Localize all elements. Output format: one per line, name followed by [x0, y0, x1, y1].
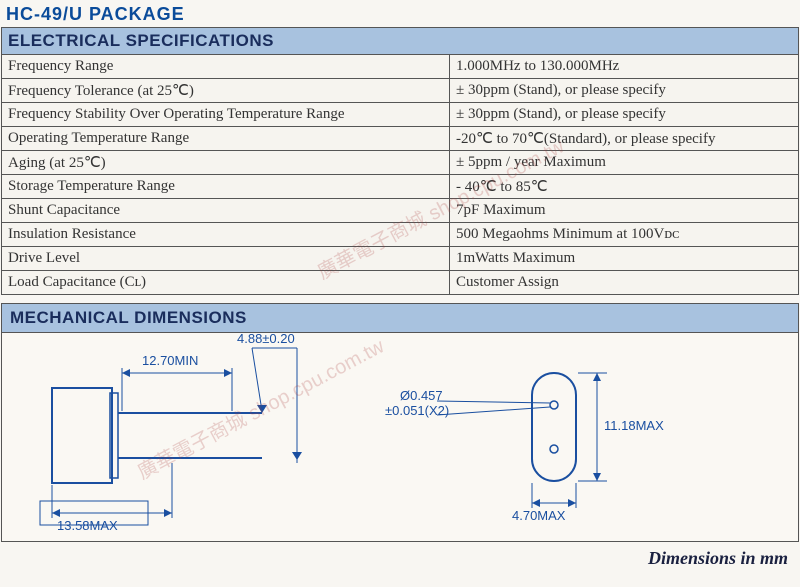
value-cell: 1mWatts Maximum [450, 247, 799, 271]
param-cell: Insulation Resistance [2, 223, 450, 247]
table-row: Shunt Capacitance7pF Maximum [2, 199, 799, 223]
value-cell: 7pF Maximum [450, 199, 799, 223]
table-row: Insulation Resistance500 Megaohms Minimu… [2, 223, 799, 247]
table-row: Aging (at 25℃)± 5ppm / year Maximum [2, 151, 799, 175]
dim-body-height: 13.58MAX [57, 518, 118, 533]
dim-oval-width: 4.70MAX [512, 508, 565, 523]
param-cell: Operating Temperature Range [2, 127, 450, 151]
table-row: Frequency Tolerance (at 25℃)± 30ppm (Sta… [2, 79, 799, 103]
elec-spec-header: ELECTRICAL SPECIFICATIONS [2, 28, 799, 55]
footer-dimensions: Dimensions in mm [0, 542, 800, 569]
value-cell: 500 Megaohms Minimum at 100Vᴅᴄ [450, 223, 799, 247]
table-row: Frequency Range1.000MHz to 130.000MHz [2, 55, 799, 79]
spec-table: ELECTRICAL SPECIFICATIONS Frequency Rang… [1, 27, 799, 295]
param-cell: Shunt Capacitance [2, 199, 450, 223]
table-row: Operating Temperature Range-20℃ to 70℃(S… [2, 127, 799, 151]
param-cell: Aging (at 25℃) [2, 151, 450, 175]
param-cell: Frequency Range [2, 55, 450, 79]
value-cell: ± 5ppm / year Maximum [450, 151, 799, 175]
table-row: Storage Temperature Range- 40℃ to 85℃ [2, 175, 799, 199]
table-row: Frequency Stability Over Operating Tempe… [2, 103, 799, 127]
value-cell: - 40℃ to 85℃ [450, 175, 799, 199]
dim-lead-tol: ±0.051(X2) [385, 403, 449, 418]
mech-dim-header: MECHANICAL DIMENSIONS [1, 303, 799, 332]
value-cell: Customer Assign [450, 271, 799, 295]
value-cell: -20℃ to 70℃(Standard), or please specify [450, 127, 799, 151]
param-cell: Load Capacitance (Cʟ) [2, 271, 450, 295]
dim-lead-dia: Ø0.457 [400, 388, 443, 403]
dim-pin-length: 12.70MIN [142, 353, 198, 368]
table-row: Drive Level1mWatts Maximum [2, 247, 799, 271]
value-cell: ± 30ppm (Stand), or please specify [450, 103, 799, 127]
param-cell: Frequency Stability Over Operating Tempe… [2, 103, 450, 127]
dim-can-width: 4.88±0.20 [237, 331, 295, 346]
param-cell: Storage Temperature Range [2, 175, 450, 199]
dim-oval-height: 11.18MAX [604, 418, 664, 433]
table-row: Load Capacitance (Cʟ)Customer Assign [2, 271, 799, 295]
param-cell: Frequency Tolerance (at 25℃) [2, 79, 450, 103]
param-cell: Drive Level [2, 247, 450, 271]
value-cell: ± 30ppm (Stand), or please specify [450, 79, 799, 103]
mechanical-diagram: 12.70MIN 4.88±0.20 13.58MAX Ø0.457 ±0.05… [1, 332, 799, 542]
page-title: HC-49/U PACKAGE [0, 0, 800, 27]
value-cell: 1.000MHz to 130.000MHz [450, 55, 799, 79]
